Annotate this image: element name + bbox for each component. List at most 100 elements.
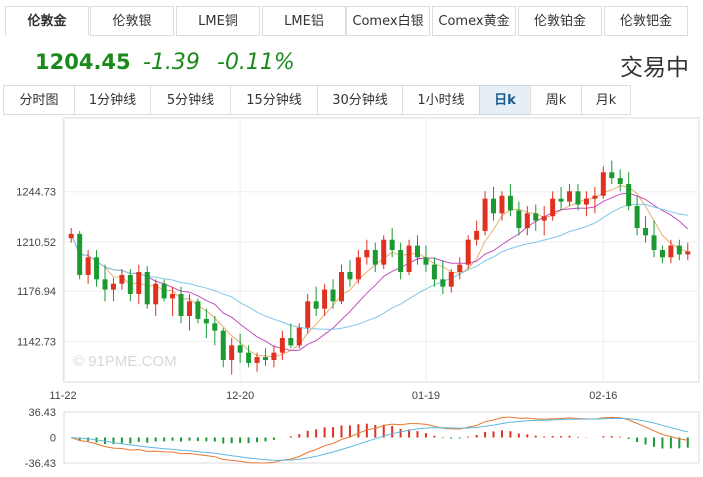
period-tab-3[interactable]: 15分钟线 xyxy=(230,85,318,115)
candle-body xyxy=(431,264,437,280)
price-change-percent: -0.11% xyxy=(217,50,295,75)
candle-body xyxy=(558,198,564,202)
market-tabs: 伦敦金 伦敦银 LME铜 LME铝 Comex白银 Comex黄金 伦敦铂金 伦敦钯金 xyxy=(0,0,703,38)
candle-body xyxy=(85,257,91,275)
tab-market-1[interactable]: 伦敦银 xyxy=(90,6,174,36)
tab-market-5[interactable]: Comex黄金 xyxy=(432,6,516,36)
candle-body xyxy=(296,327,302,346)
candle-body xyxy=(499,195,505,214)
period-tab-5[interactable]: 1小时线 xyxy=(402,85,480,115)
candle-body xyxy=(254,357,260,363)
candle-body xyxy=(583,198,589,205)
candle-body xyxy=(381,239,387,265)
candle-body xyxy=(170,294,176,299)
candle-body xyxy=(575,191,581,205)
candle-body xyxy=(617,178,623,184)
candle-body xyxy=(229,345,235,360)
candle-body xyxy=(237,345,243,353)
candle-body xyxy=(474,230,480,240)
tab-market-2[interactable]: LME铜 xyxy=(176,6,260,36)
tab-market-4[interactable]: Comex白银 xyxy=(346,6,430,36)
period-tab-2[interactable]: 5分钟线 xyxy=(150,85,231,115)
candle-body xyxy=(212,323,218,331)
candle-body xyxy=(465,239,471,265)
candle-body xyxy=(685,251,691,255)
candle-body xyxy=(634,206,640,228)
tab-market-6[interactable]: 伦敦铂金 xyxy=(518,6,602,36)
candle-body xyxy=(262,357,268,360)
candle-body xyxy=(651,235,657,250)
candle-body xyxy=(372,250,378,265)
candle-body xyxy=(119,274,125,284)
candle-body xyxy=(77,233,83,275)
candle-body xyxy=(448,272,454,287)
candle-body xyxy=(94,257,100,280)
candle-body xyxy=(541,216,547,221)
x-tick-label: 12-20 xyxy=(226,390,254,402)
candle-body xyxy=(676,245,682,255)
candle-body xyxy=(659,250,665,258)
candle-body xyxy=(330,289,336,302)
trading-status: 交易中 xyxy=(620,55,689,81)
y-tick-label: 1142.73 xyxy=(17,336,56,348)
candle-body xyxy=(364,250,370,258)
candle-body xyxy=(533,213,539,221)
candle-body xyxy=(153,283,159,305)
candle-body xyxy=(110,283,116,290)
y-tick-label: 1244.73 xyxy=(16,187,56,199)
candle-body xyxy=(338,272,344,302)
candle-body xyxy=(203,318,209,324)
candle-body xyxy=(313,301,319,309)
macd-tick-label: -36.43 xyxy=(25,458,56,470)
candle-body xyxy=(609,172,615,179)
price-change: -1.39 xyxy=(143,50,200,75)
period-tab-1[interactable]: 1分钟线 xyxy=(74,85,151,115)
candle-body xyxy=(600,172,606,196)
candle-body xyxy=(507,195,513,211)
last-price: 1204.45 xyxy=(35,50,131,74)
candle-body xyxy=(668,245,674,258)
candle-body xyxy=(482,198,488,231)
candle-body xyxy=(68,233,74,239)
candle-body xyxy=(491,198,497,214)
candle-body xyxy=(279,338,285,353)
period-tab-0[interactable]: 分时图 xyxy=(3,85,75,115)
candle-body xyxy=(567,191,573,202)
candle-body xyxy=(355,257,361,280)
candle-body xyxy=(144,272,150,305)
candle-body xyxy=(626,184,632,206)
tab-market-7[interactable]: 伦敦钯金 xyxy=(604,6,688,36)
period-tab-7[interactable]: 周k xyxy=(530,85,582,115)
candle-body xyxy=(440,279,446,287)
macd-tick-label: 0 xyxy=(50,433,56,445)
candle-body xyxy=(127,274,133,294)
candle-body xyxy=(178,294,184,316)
x-tick-label: 01-19 xyxy=(412,390,440,402)
period-tab-8[interactable]: 月k xyxy=(581,85,631,115)
candle-body xyxy=(186,301,192,316)
watermark-text: © 91PME.COM xyxy=(73,353,177,370)
candle-body xyxy=(347,272,353,280)
main-plot-frame xyxy=(63,117,700,383)
x-tick-label: 11-22 xyxy=(49,390,76,402)
candle-body xyxy=(415,245,421,258)
candle-body xyxy=(271,352,277,360)
candle-body xyxy=(457,264,463,272)
macd-plot-frame xyxy=(63,411,700,464)
candle-body xyxy=(550,198,556,217)
tab-market-3[interactable]: LME铝 xyxy=(262,6,346,36)
tab-market-0[interactable]: 伦敦金 xyxy=(5,6,89,36)
candle-body xyxy=(102,279,108,290)
candle-body xyxy=(398,250,404,272)
period-tab-6[interactable]: 日k xyxy=(479,85,531,115)
candle-body xyxy=(524,213,530,228)
candle-body xyxy=(161,283,167,299)
ma20-line xyxy=(70,203,688,330)
candle-body xyxy=(322,289,328,309)
candle-body xyxy=(516,210,522,228)
candle-body xyxy=(246,352,252,363)
candle-body xyxy=(423,257,429,265)
y-tick-label: 1176.94 xyxy=(17,286,56,298)
y-tick-label: 1210.52 xyxy=(16,237,56,249)
